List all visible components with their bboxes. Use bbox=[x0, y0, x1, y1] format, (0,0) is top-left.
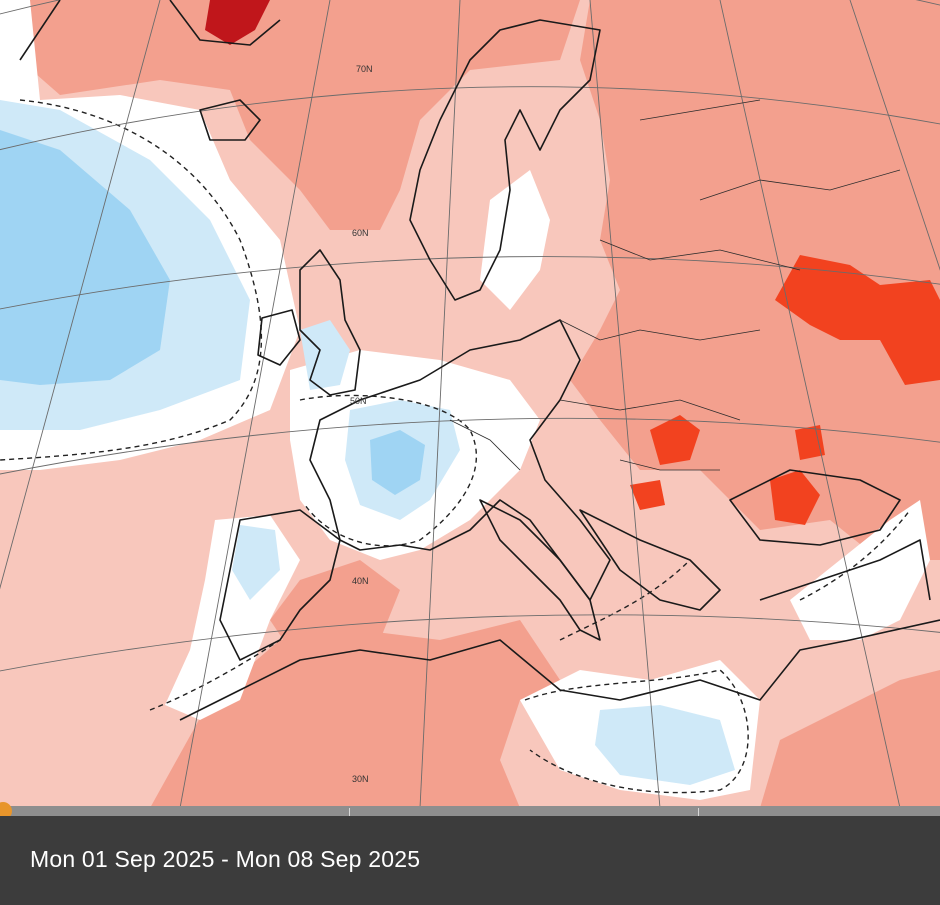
contour-morocco bbox=[149, 639, 281, 711]
label-70n: 70N bbox=[356, 64, 373, 74]
timeline-tick bbox=[349, 808, 350, 816]
contour-atlantic bbox=[0, 99, 263, 461]
border-6 bbox=[639, 99, 761, 121]
graticule-lon-5 bbox=[719, 0, 901, 808]
border-5 bbox=[699, 169, 901, 201]
contour-france bbox=[299, 394, 478, 547]
map-canvas: 70N 60N 50N 40N 30N bbox=[0, 0, 940, 808]
coast-turkey bbox=[759, 539, 931, 601]
warm-region-greenland bbox=[20, 0, 580, 230]
cool-zone-iberia bbox=[232, 525, 280, 600]
label-30n: 30N bbox=[352, 774, 369, 784]
coast-iberia bbox=[219, 509, 341, 661]
graticule-lon-1 bbox=[0, 0, 161, 590]
date-range-label: Mon 01 Sep 2025 - Mon 08 Sep 2025 bbox=[30, 846, 421, 872]
timeline-slider[interactable] bbox=[0, 802, 940, 820]
graticule-lat-50 bbox=[0, 256, 940, 310]
graticule-lon-2 bbox=[179, 0, 331, 808]
coast-iceland bbox=[199, 99, 261, 141]
contour-med bbox=[559, 559, 691, 641]
cool-zone-france-core bbox=[370, 430, 425, 495]
label-50n: 50N bbox=[350, 396, 367, 406]
coast-scandinavia bbox=[409, 19, 601, 301]
border-1 bbox=[559, 319, 761, 341]
neutral-zone-scandinavia bbox=[480, 170, 550, 310]
coast-ireland bbox=[257, 309, 301, 366]
timeline-handle[interactable] bbox=[0, 802, 12, 820]
graticule-lon-4 bbox=[589, 0, 661, 808]
contour-turkey bbox=[799, 509, 911, 601]
border-2 bbox=[559, 399, 741, 421]
warm-region-iberia-sea bbox=[270, 560, 400, 655]
coast-britain bbox=[299, 249, 361, 396]
label-40n: 40N bbox=[352, 576, 369, 586]
border-3 bbox=[599, 239, 801, 271]
contour-nafrica bbox=[524, 669, 749, 794]
graticule-lat-60 bbox=[0, 86, 940, 151]
graticule-labels: 70N 60N 50N 40N 30N bbox=[350, 64, 373, 784]
coast-nafrica bbox=[179, 619, 940, 721]
country-borders bbox=[449, 99, 901, 471]
graticule-lon-6 bbox=[849, 0, 940, 271]
graticule-lat-40 bbox=[0, 417, 940, 475]
anomaly-contours bbox=[0, 99, 911, 794]
label-60n: 60N bbox=[352, 228, 369, 238]
coastlines bbox=[19, 0, 940, 721]
coast-balkans bbox=[579, 509, 721, 611]
anomaly-map: 70N 60N 50N 40N 30N bbox=[0, 0, 940, 808]
cool-zone-atlantic-core bbox=[0, 130, 170, 385]
hot-spot-balkans-1 bbox=[650, 415, 700, 465]
warm-region-sahara bbox=[150, 620, 560, 808]
border-7 bbox=[449, 419, 521, 471]
hot-spot-east-2 bbox=[795, 425, 825, 460]
hot-spot-russia bbox=[775, 255, 940, 385]
neutral-zone-turkey bbox=[790, 500, 930, 640]
hot-spot-balkans-3 bbox=[630, 480, 665, 510]
border-4 bbox=[619, 459, 720, 471]
coast-blacksea bbox=[729, 469, 901, 546]
graticule-lon-3 bbox=[419, 0, 461, 808]
warm-region-southeast bbox=[760, 670, 940, 808]
coast-greenland bbox=[19, 0, 281, 61]
hot-spot-balkans-2 bbox=[770, 470, 820, 525]
hot-spot-greenland bbox=[205, 0, 270, 45]
caption-bar: Mon 01 Sep 2025 - Mon 08 Sep 2025 bbox=[0, 816, 940, 905]
coast-italy bbox=[479, 499, 601, 641]
timeline-tick bbox=[698, 808, 699, 816]
cool-zone-nafrica bbox=[595, 705, 735, 785]
graticule bbox=[0, 0, 940, 808]
